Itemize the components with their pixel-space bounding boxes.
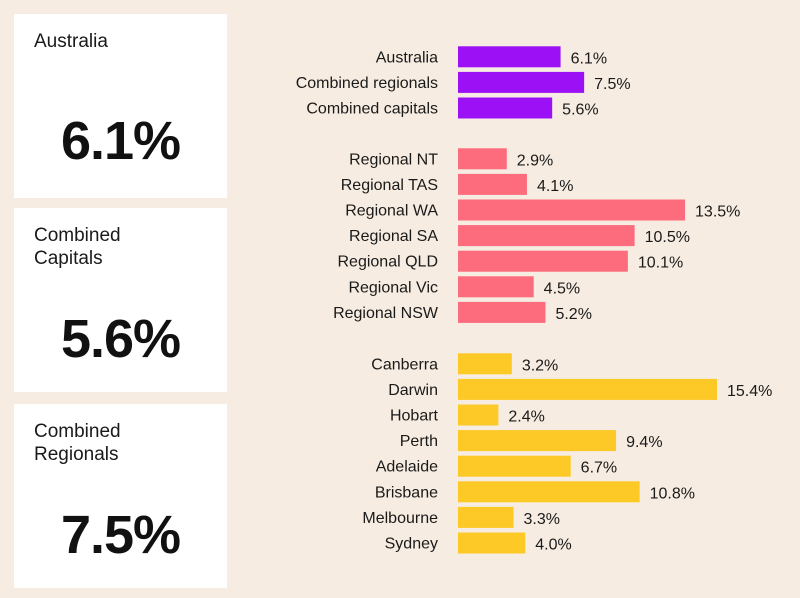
- value-label: 5.6%: [562, 102, 598, 119]
- value-label: 5.2%: [555, 306, 591, 323]
- bar-combined-capitals: [458, 97, 553, 119]
- category-label: Combined capitals: [306, 101, 438, 118]
- bar-darwin: [458, 378, 717, 400]
- category-label: Melbourne: [362, 510, 438, 527]
- category-label: Combined regionals: [296, 75, 438, 92]
- bar-canberra: [458, 353, 512, 375]
- value-label: 10.1%: [638, 255, 683, 272]
- card-value: 7.5%: [60, 505, 181, 565]
- bar-perth: [458, 430, 617, 452]
- card-label: Combined Capitals: [34, 225, 121, 269]
- value-label: 4.5%: [544, 280, 580, 297]
- card-australia: Australia 6.1%: [14, 14, 227, 198]
- category-label: Regional NSW: [333, 305, 439, 322]
- bar-adelaide: [458, 455, 571, 477]
- value-label: 9.4%: [626, 434, 662, 451]
- category-label: Regional NT: [349, 151, 438, 168]
- value-label: 2.9%: [517, 152, 553, 169]
- category-label: Canberra: [371, 356, 438, 373]
- value-label: 4.1%: [537, 178, 573, 195]
- bar-regional-nt: [458, 148, 507, 170]
- category-label: Sydney: [385, 536, 438, 553]
- category-label: Regional TAS: [341, 177, 438, 194]
- value-label: 6.1%: [571, 50, 607, 67]
- value-label: 10.8%: [650, 485, 695, 502]
- category-label: Australia: [376, 49, 438, 66]
- bar-regional-qld: [458, 250, 628, 272]
- bar-regional-tas: [458, 173, 527, 195]
- bar-regional-nsw: [458, 301, 546, 323]
- value-label: 7.5%: [594, 76, 630, 93]
- value-label: 10.5%: [645, 229, 690, 246]
- value-label: 3.2%: [522, 357, 558, 374]
- card-combined-regionals: Combined Regionals 7.5%: [14, 404, 227, 588]
- category-label: Hobart: [390, 408, 439, 425]
- bar-sydney: [458, 532, 526, 554]
- category-label: Adelaide: [376, 459, 438, 476]
- bar-combined-regionals: [458, 71, 585, 93]
- category-label: Regional Vic: [348, 279, 438, 296]
- card-value: 5.6%: [60, 309, 181, 369]
- card-value: 6.1%: [60, 111, 181, 171]
- value-label: 2.4%: [508, 409, 544, 426]
- category-label: Darwin: [388, 382, 438, 399]
- value-label: 13.5%: [695, 204, 740, 221]
- value-label: 6.7%: [581, 460, 617, 477]
- bar-brisbane: [458, 481, 640, 503]
- category-label: Brisbane: [375, 484, 438, 501]
- value-label: 4.0%: [535, 537, 571, 554]
- bar-regional-sa: [458, 225, 635, 247]
- bar-regional-wa: [458, 199, 686, 221]
- category-label: Regional WA: [345, 203, 438, 220]
- bar-regional-vic: [458, 276, 534, 298]
- bar-australia: [458, 46, 561, 68]
- bar-melbourne: [458, 506, 514, 528]
- card-label: Combined Regionals: [34, 421, 121, 465]
- category-label: Regional SA: [349, 228, 438, 245]
- category-label: Perth: [400, 433, 438, 450]
- card-label: Australia: [34, 31, 108, 52]
- category-label: Regional QLD: [338, 254, 439, 271]
- value-label: 15.4%: [727, 383, 772, 400]
- value-label: 3.3%: [524, 511, 560, 528]
- bar-hobart: [458, 404, 499, 426]
- card-combined-capitals: Combined Capitals 5.6%: [14, 208, 227, 392]
